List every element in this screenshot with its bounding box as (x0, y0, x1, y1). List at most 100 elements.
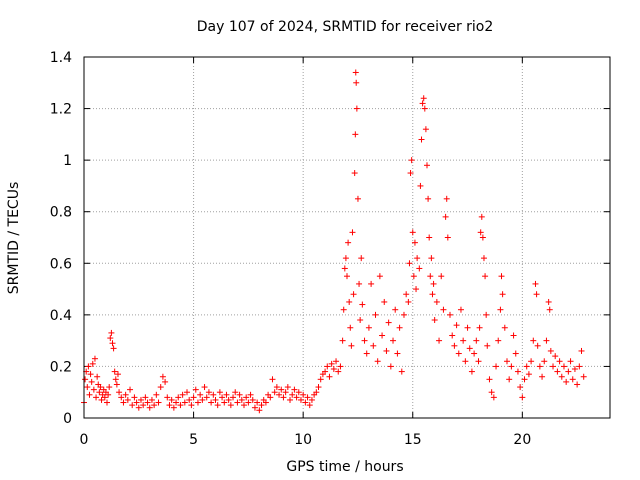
data-point (486, 376, 493, 383)
data-point (131, 394, 138, 401)
data-point (181, 399, 188, 406)
data-point (497, 306, 504, 313)
data-point (335, 368, 342, 375)
data-point (146, 404, 153, 411)
data-point (427, 273, 434, 280)
chart-title: Day 107 of 2024, SRMTID for receiver rio… (197, 19, 494, 35)
data-point (243, 394, 250, 401)
data-point (482, 273, 489, 280)
data-point (428, 255, 435, 262)
data-point (304, 394, 311, 401)
data-point (396, 324, 403, 331)
data-point (418, 136, 425, 143)
data-point (438, 273, 445, 280)
data-point (345, 239, 352, 246)
data-point (475, 358, 482, 365)
data-point (201, 384, 208, 391)
data-point (536, 363, 543, 370)
data-point (422, 126, 429, 133)
data-point (576, 363, 583, 370)
data-point (236, 391, 243, 398)
data-point (278, 386, 285, 393)
data-point (408, 157, 415, 164)
data-point (93, 394, 100, 401)
x-axis-label: GPS time / hours (286, 459, 403, 475)
data-point (337, 363, 344, 370)
data-point (383, 347, 390, 354)
plot-frame (83, 56, 611, 419)
data-point (376, 273, 383, 280)
data-point (328, 360, 335, 367)
data-point (455, 350, 462, 357)
data-point (142, 394, 149, 401)
data-point (460, 337, 467, 344)
data-point (104, 399, 111, 406)
data-point (495, 337, 502, 344)
data-point (155, 399, 162, 406)
y-tick-label: 0.2 (50, 359, 72, 375)
data-point (471, 350, 478, 357)
data-point (488, 389, 495, 396)
data-point (447, 311, 454, 318)
data-point (190, 394, 197, 401)
data-point (359, 301, 366, 308)
data-point (313, 389, 320, 396)
data-point (221, 399, 228, 406)
data-point (168, 396, 175, 403)
y-tick-label: 0.8 (50, 205, 72, 221)
data-point (403, 291, 410, 298)
data-point (144, 399, 151, 406)
data-point (413, 286, 420, 293)
data-point (240, 402, 247, 409)
data-point (346, 298, 353, 305)
data-point (153, 391, 160, 398)
data-point (122, 391, 129, 398)
data-point (271, 389, 278, 396)
data-point (443, 195, 450, 202)
x-tick-label: 5 (189, 432, 198, 448)
data-point (525, 371, 532, 378)
data-point (162, 378, 169, 385)
data-point (91, 355, 98, 362)
data-point (363, 350, 370, 357)
data-point (556, 358, 563, 365)
y-tick-label: 0.6 (50, 256, 72, 272)
data-point (315, 384, 322, 391)
data-point (484, 342, 491, 349)
data-point (370, 342, 377, 349)
data-point (574, 381, 581, 388)
grid-lines (84, 57, 610, 418)
data-point (444, 234, 451, 241)
data-point (580, 373, 587, 380)
data-point (108, 329, 115, 336)
data-point (387, 363, 394, 370)
data-point (111, 368, 118, 375)
data-point (453, 322, 460, 329)
data-point (208, 399, 215, 406)
data-point (273, 384, 280, 391)
data-point (135, 404, 142, 411)
data-point (523, 363, 530, 370)
data-point (177, 402, 184, 409)
data-point (417, 182, 424, 189)
data-point (245, 399, 252, 406)
data-point (90, 386, 97, 393)
data-point (282, 389, 289, 396)
data-point (192, 386, 199, 393)
x-tick-label: 10 (294, 432, 312, 448)
data-point (433, 298, 440, 305)
data-point (317, 376, 324, 383)
data-point (530, 337, 537, 344)
data-point (569, 376, 576, 383)
data-point (179, 391, 186, 398)
data-point (216, 389, 223, 396)
data-point (148, 396, 155, 403)
data-point (478, 213, 485, 220)
data-point (251, 404, 258, 411)
data-point (330, 366, 337, 373)
data-point (186, 396, 193, 403)
data-point (170, 404, 177, 411)
data-point (521, 376, 528, 383)
data-point (517, 384, 524, 391)
data-point (499, 291, 506, 298)
